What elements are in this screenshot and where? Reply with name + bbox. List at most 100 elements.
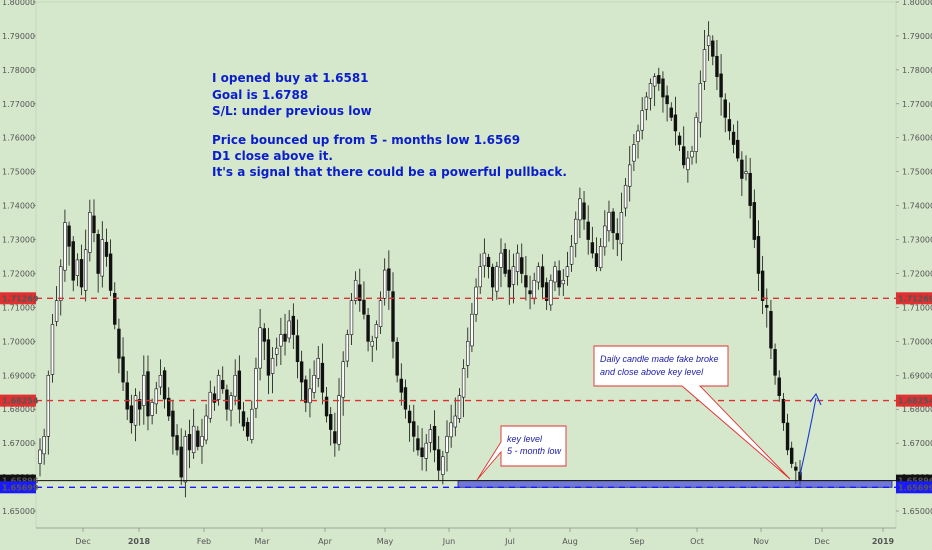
candle-body[interactable] (428, 429, 433, 443)
candle-body[interactable] (187, 434, 192, 451)
candle-body[interactable] (150, 402, 154, 416)
candle-body[interactable] (482, 252, 487, 267)
candle-body[interactable] (283, 333, 287, 342)
candle-body[interactable] (453, 415, 458, 428)
candle-body[interactable] (441, 456, 445, 475)
candle-body[interactable] (603, 225, 607, 248)
candle-body[interactable] (657, 75, 661, 84)
candle-body[interactable] (536, 266, 541, 283)
candle-body[interactable] (395, 341, 399, 376)
candle-body[interactable] (636, 130, 640, 142)
candle-body[interactable] (553, 266, 557, 283)
candle-body[interactable] (682, 146, 686, 166)
candle-body[interactable] (46, 374, 51, 437)
candle-body[interactable] (378, 300, 383, 327)
candle-body[interactable] (133, 395, 138, 426)
candle-body[interactable] (312, 374, 316, 393)
candle-body[interactable] (42, 436, 46, 455)
candle-body[interactable] (652, 76, 657, 87)
candle-body[interactable] (561, 279, 565, 285)
candle-body[interactable] (511, 266, 516, 285)
candle-body[interactable] (113, 292, 117, 325)
candle-body[interactable] (773, 349, 777, 376)
candle-body[interactable] (524, 275, 528, 288)
candle-body[interactable] (727, 119, 732, 132)
candle-body[interactable] (690, 151, 694, 158)
candle-body[interactable] (67, 225, 71, 247)
candle-body[interactable] (578, 198, 582, 221)
candle-body[interactable] (88, 212, 92, 253)
candle-body[interactable] (436, 449, 441, 471)
candle-body[interactable] (96, 233, 100, 274)
candle-body[interactable] (258, 327, 262, 369)
candle-body[interactable] (474, 286, 478, 315)
candle-body[interactable] (324, 396, 329, 417)
candle-body[interactable] (104, 241, 109, 257)
candle-body[interactable] (117, 328, 121, 359)
candle-body[interactable] (245, 422, 250, 437)
candle-body[interactable] (590, 242, 595, 254)
candle-body[interactable] (557, 270, 561, 288)
candle-body[interactable] (353, 279, 358, 301)
candle-body[interactable] (266, 339, 271, 376)
candle-body[interactable] (461, 368, 466, 398)
candle-body[interactable] (673, 114, 678, 132)
candle-body[interactable] (208, 391, 212, 419)
candle-body[interactable] (316, 358, 320, 379)
candle-body[interactable] (200, 436, 204, 447)
candle-body[interactable] (75, 259, 80, 276)
candle-body[interactable] (486, 256, 491, 267)
candle-body[interactable] (221, 380, 225, 390)
candle-body[interactable] (532, 279, 536, 300)
candle-body[interactable] (669, 107, 673, 118)
candle-body[interactable] (137, 399, 142, 410)
candle-body[interactable] (54, 300, 59, 322)
candle-body[interactable] (582, 202, 586, 220)
candle-body[interactable] (794, 466, 798, 471)
candle-body[interactable] (179, 446, 183, 478)
candle-body[interactable] (640, 110, 644, 131)
candle-body[interactable] (254, 368, 258, 409)
candle-body[interactable] (262, 328, 266, 342)
candle-body[interactable] (420, 447, 424, 458)
candle-body[interactable] (59, 266, 63, 301)
candle-body[interactable] (250, 408, 254, 440)
candle-body[interactable] (387, 268, 391, 291)
candle-body[interactable] (644, 96, 649, 110)
candle-body[interactable] (50, 324, 55, 375)
key-level-callout[interactable] (476, 425, 567, 481)
candle-body[interactable] (320, 362, 325, 393)
candle-body[interactable] (407, 410, 412, 424)
candle-body[interactable] (154, 388, 158, 405)
candle-body[interactable] (167, 397, 171, 417)
candle-body[interactable] (374, 324, 379, 339)
candle-body[interactable] (569, 246, 574, 265)
candle-body[interactable] (125, 382, 129, 410)
candle-body[interactable] (789, 447, 794, 464)
candle-body[interactable] (183, 436, 188, 483)
candle-body[interactable] (781, 398, 786, 424)
candle-body[interactable] (196, 430, 200, 447)
candle-body[interactable] (661, 78, 665, 98)
target-arrow[interactable] (799, 397, 817, 476)
candle-body[interactable] (63, 222, 67, 271)
candle-body[interactable] (92, 215, 96, 234)
candle-body[interactable] (466, 341, 470, 366)
fake-break-callout[interactable] (593, 345, 791, 480)
candle-body[interactable] (412, 421, 416, 437)
candle-body[interactable] (698, 83, 703, 123)
candle-body[interactable] (38, 449, 42, 464)
candle-body[interactable] (175, 435, 179, 451)
candle-body[interactable] (785, 422, 790, 451)
candle-body[interactable] (308, 388, 312, 404)
candle-body[interactable] (711, 40, 715, 57)
candle-body[interactable] (619, 212, 624, 245)
candle-body[interactable] (212, 393, 217, 403)
candle-body[interactable] (507, 269, 511, 288)
candle-body[interactable] (648, 83, 653, 99)
candle-body[interactable] (382, 269, 387, 299)
candle-body[interactable] (71, 241, 75, 281)
candle-body[interactable] (142, 374, 146, 406)
candle-body[interactable] (225, 389, 229, 410)
